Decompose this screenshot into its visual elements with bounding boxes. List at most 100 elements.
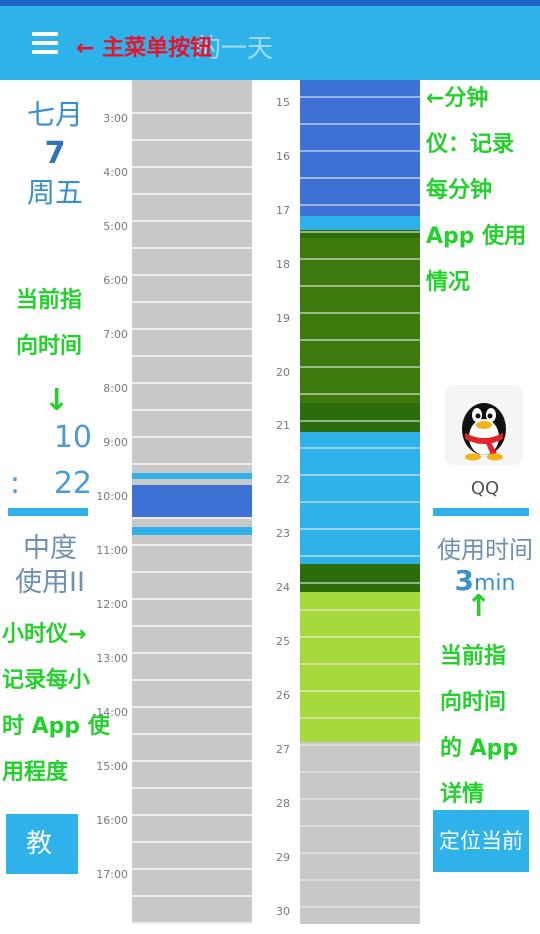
minute-tick-label: 26 bbox=[276, 688, 290, 702]
hour-gridline bbox=[132, 112, 252, 114]
hour-meter[interactable] bbox=[132, 80, 252, 924]
hour-usage-mark bbox=[132, 485, 252, 517]
minute-tick-label: 29 bbox=[276, 850, 290, 864]
app-usage-value: 3min bbox=[430, 564, 540, 597]
minute-gridline bbox=[300, 609, 420, 611]
hour-gridline bbox=[132, 247, 252, 249]
minute-gridline bbox=[300, 285, 420, 287]
app-name: QQ bbox=[470, 478, 500, 499]
minute-gridline bbox=[300, 690, 420, 692]
app-indicator-bar bbox=[433, 508, 529, 516]
app-detail-annotation: 当前指 向时间 的 App 详情 bbox=[440, 644, 519, 807]
hour-gridline bbox=[132, 598, 252, 600]
minute-usage-segment bbox=[300, 229, 420, 238]
minute-gridline bbox=[300, 852, 420, 854]
minute-tick-label: 16 bbox=[276, 149, 290, 163]
minute-usage-segment bbox=[300, 80, 420, 216]
minute-gridline bbox=[300, 474, 420, 476]
hour-gridline bbox=[132, 760, 252, 762]
minute-gridline bbox=[300, 258, 420, 260]
hour-tick-label: 10:00 bbox=[96, 490, 128, 503]
hour-gridline bbox=[132, 463, 252, 465]
minute-gridline bbox=[300, 123, 420, 125]
hour-tick-label: 4:00 bbox=[103, 166, 128, 179]
minute-axis: 15 16 17 18 19 20 21 22 23 24 25 26 27 28 29 30 bbox=[270, 0, 296, 924]
current-hour: 10 bbox=[53, 420, 92, 455]
hour-gridline bbox=[132, 328, 252, 330]
minute-gridline bbox=[300, 231, 420, 233]
minute-gridline bbox=[300, 879, 420, 881]
hour-tick-label: 14:00 bbox=[96, 706, 128, 719]
hour-gridline bbox=[132, 787, 252, 789]
minute-tick-label: 27 bbox=[276, 742, 290, 756]
minute-gridline bbox=[300, 744, 420, 746]
page-title: 的一天 bbox=[195, 34, 274, 64]
time-indicator-bar bbox=[8, 508, 88, 516]
minute-gridline bbox=[300, 771, 420, 773]
minute-gridline bbox=[300, 825, 420, 827]
hour-gridline bbox=[132, 301, 252, 303]
date-day: 7 bbox=[44, 136, 66, 171]
hour-meter-annotation: 小时仪→ 记录每小 时 App 使 用程度 bbox=[2, 622, 110, 785]
hour-tick-label: 7:00 bbox=[103, 328, 128, 341]
hour-tick-label: 11:00 bbox=[96, 544, 128, 557]
minute-gridline bbox=[300, 798, 420, 800]
hour-tick-label: 16:00 bbox=[96, 814, 128, 827]
minute-tick-label: 23 bbox=[276, 527, 290, 541]
current-time-arrow: ↓ bbox=[44, 383, 70, 418]
minute-usage-segment bbox=[300, 592, 420, 742]
hour-tick-label: 12:00 bbox=[96, 598, 128, 611]
hour-tick-label: 3:00 bbox=[103, 112, 128, 125]
hour-gridline bbox=[132, 166, 252, 168]
minute-usage-segment bbox=[300, 403, 420, 432]
hour-gridline bbox=[132, 274, 252, 276]
usage-level-label: 中度 使用II bbox=[15, 533, 85, 598]
hour-gridline bbox=[132, 436, 252, 438]
hour-gridline bbox=[132, 868, 252, 870]
hour-tick-label: 13:00 bbox=[96, 652, 128, 665]
minute-meter[interactable] bbox=[300, 80, 420, 924]
minute-gridline bbox=[300, 528, 420, 530]
minute-gridline bbox=[300, 717, 420, 719]
minute-tick-label: 20 bbox=[276, 365, 290, 379]
hour-tick-label: 8:00 bbox=[103, 382, 128, 395]
minute-gridline bbox=[300, 906, 420, 908]
minute-tick-label: 22 bbox=[276, 473, 290, 487]
app-icon-card[interactable] bbox=[445, 385, 523, 465]
minute-tick-label: 30 bbox=[276, 904, 290, 918]
minute-usage-segment bbox=[300, 215, 420, 230]
hour-gridline bbox=[132, 517, 252, 519]
minute-gridline bbox=[300, 96, 420, 98]
minute-gridline bbox=[300, 501, 420, 503]
current-minute: 22 bbox=[53, 466, 92, 501]
minute-tick-label: 17 bbox=[276, 203, 290, 217]
hour-gridline bbox=[132, 571, 252, 573]
locate-current-button[interactable]: 定位当前 bbox=[433, 810, 529, 872]
hour-gridline bbox=[132, 814, 252, 816]
minute-usage-segment bbox=[300, 431, 420, 565]
minute-tick-label: 24 bbox=[276, 581, 290, 595]
teach-button[interactable]: 教 学 bbox=[6, 814, 78, 919]
hour-gridline bbox=[132, 733, 252, 735]
menu-icon[interactable] bbox=[32, 32, 58, 54]
hour-gridline bbox=[132, 220, 252, 222]
minute-gridline bbox=[300, 555, 420, 557]
minute-gridline bbox=[300, 312, 420, 314]
hour-tick-label: 5:00 bbox=[103, 220, 128, 233]
hour-gridline bbox=[132, 706, 252, 708]
current-time-annotation: 当前指 向时间 bbox=[16, 288, 83, 359]
minute-gridline bbox=[300, 636, 420, 638]
minute-usage-segment bbox=[300, 237, 420, 404]
hour-gridline bbox=[132, 652, 252, 654]
hour-gridline bbox=[132, 355, 252, 357]
minute-gridline bbox=[300, 393, 420, 395]
hour-gridline bbox=[132, 139, 252, 141]
minute-tick-label: 28 bbox=[276, 796, 290, 810]
hour-gridline bbox=[132, 679, 252, 681]
minute-tick-label: 21 bbox=[276, 419, 290, 433]
hour-tick-label: 9:00 bbox=[103, 436, 128, 449]
hour-gridline bbox=[132, 382, 252, 384]
time-colon: : bbox=[10, 466, 21, 501]
hour-usage-mark bbox=[132, 473, 252, 479]
minute-gridline bbox=[300, 150, 420, 152]
